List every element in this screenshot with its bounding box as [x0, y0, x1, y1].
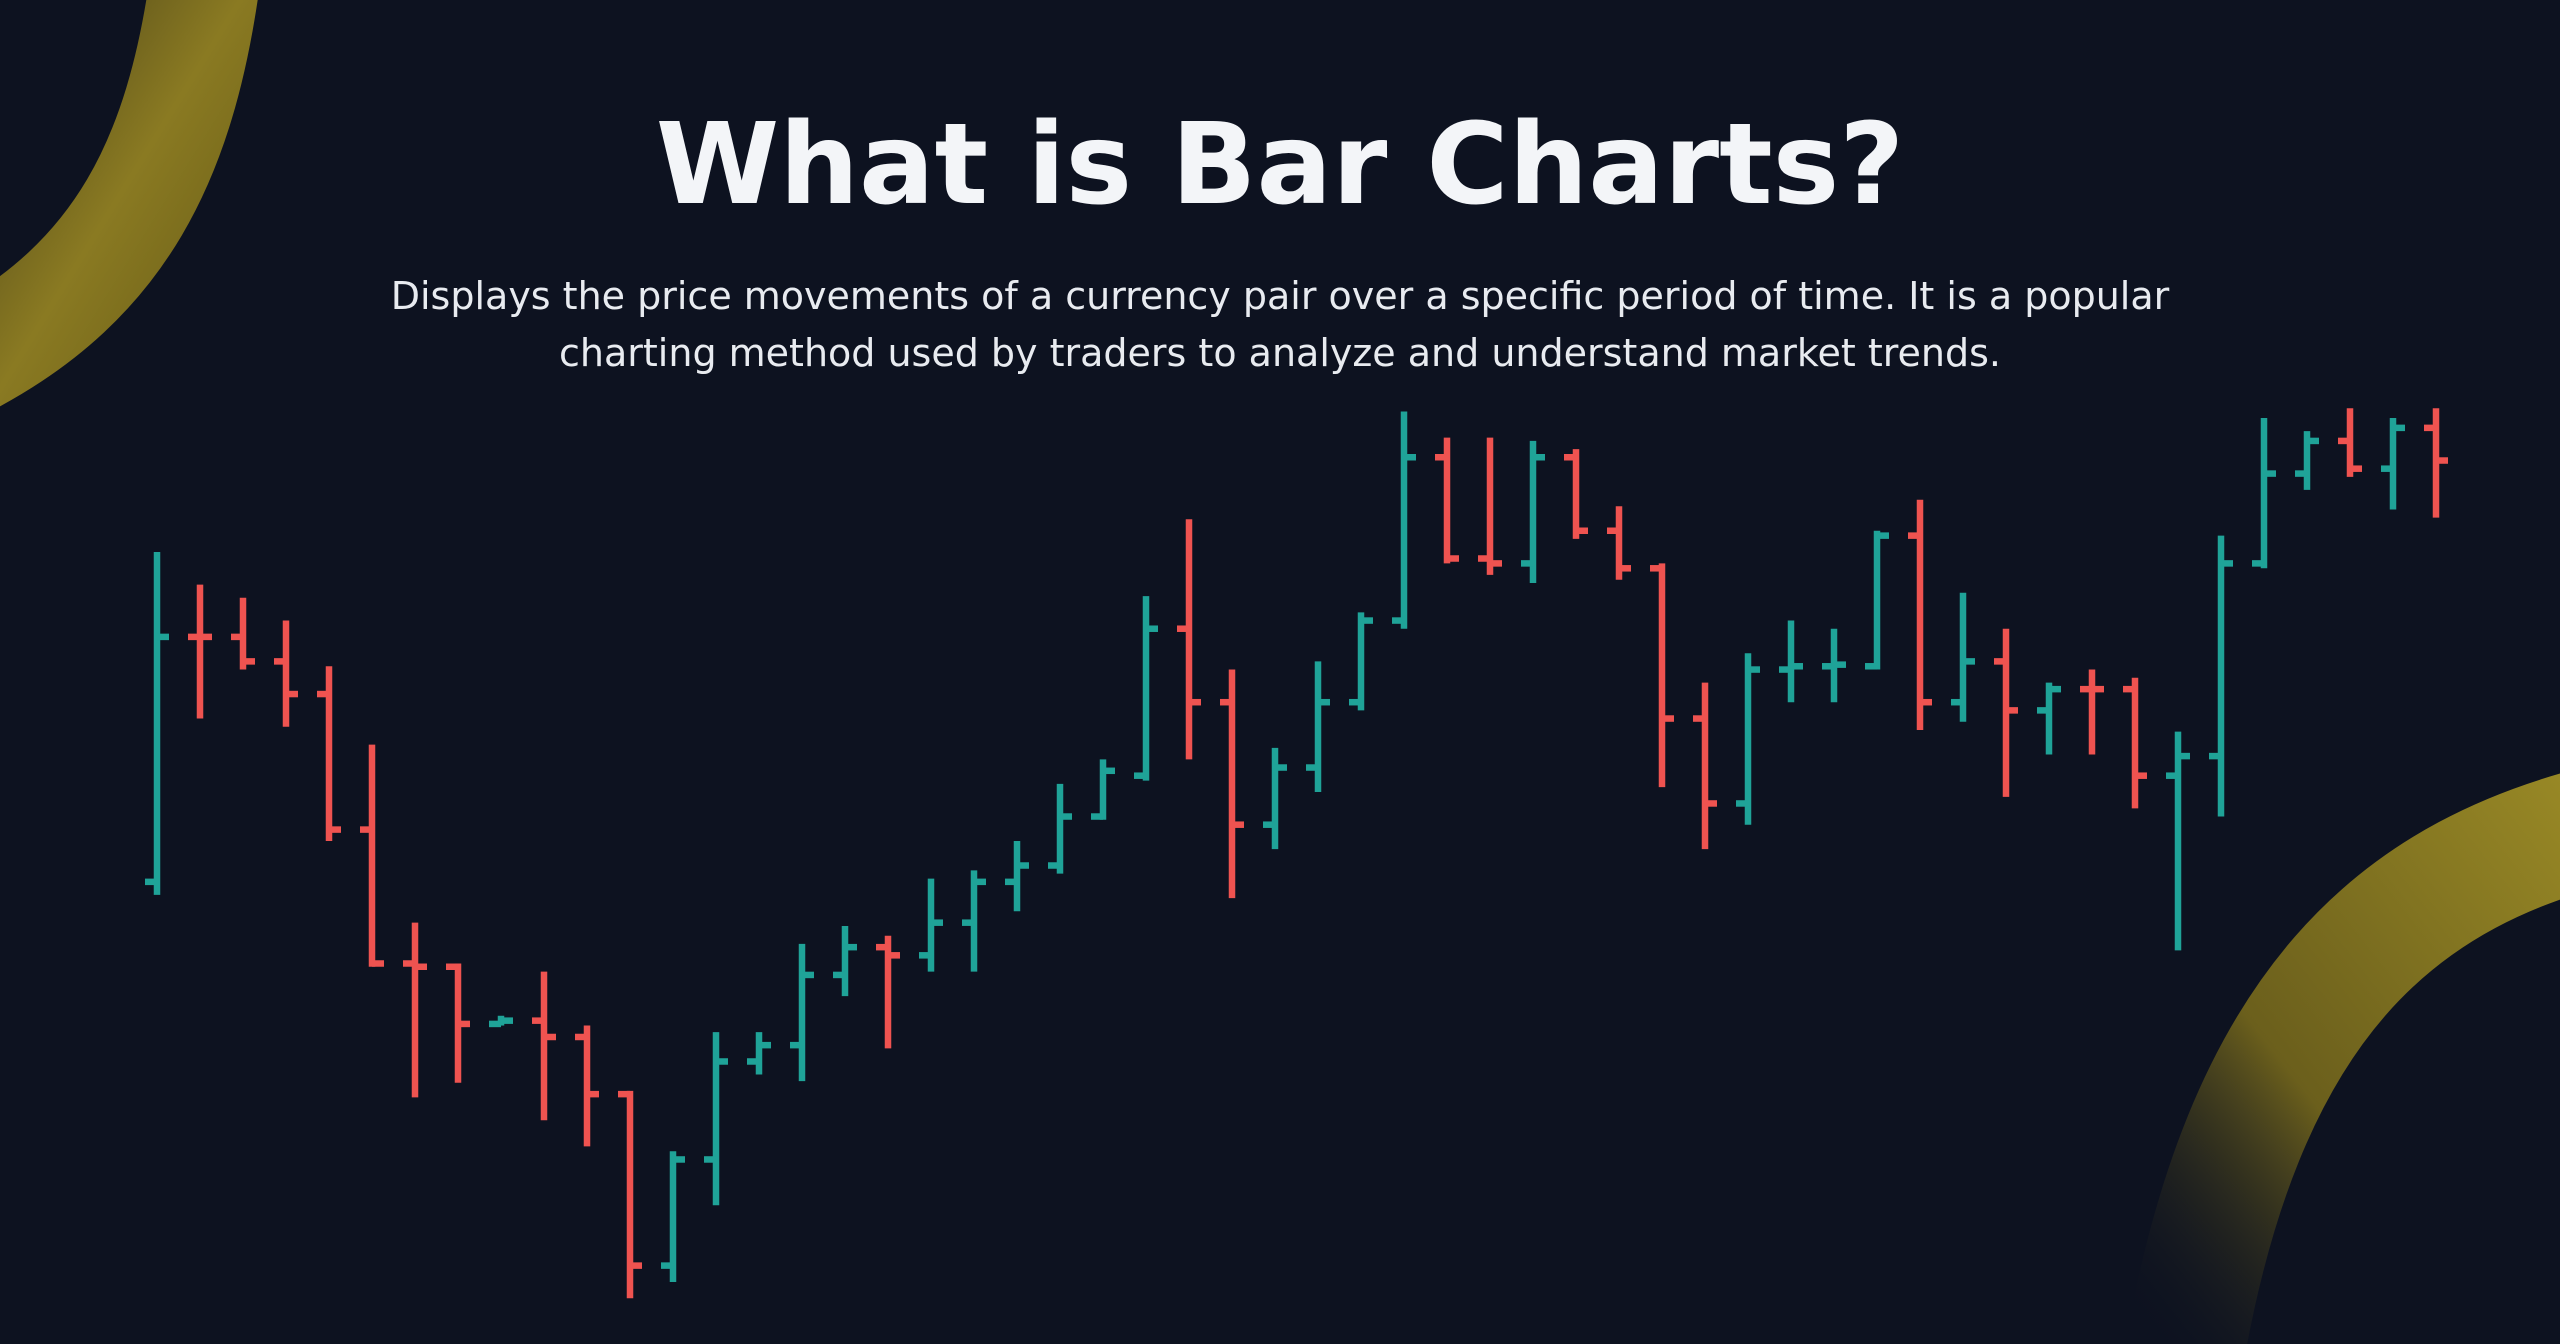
title: What is Bar Charts? — [655, 100, 1905, 230]
decor-arc — [2125, 773, 2560, 1344]
plot-area — [145, 408, 2448, 1299]
decor-arc — [0, 0, 258, 407]
subtitle: Displays the price movements of a curren… — [390, 274, 2170, 375]
